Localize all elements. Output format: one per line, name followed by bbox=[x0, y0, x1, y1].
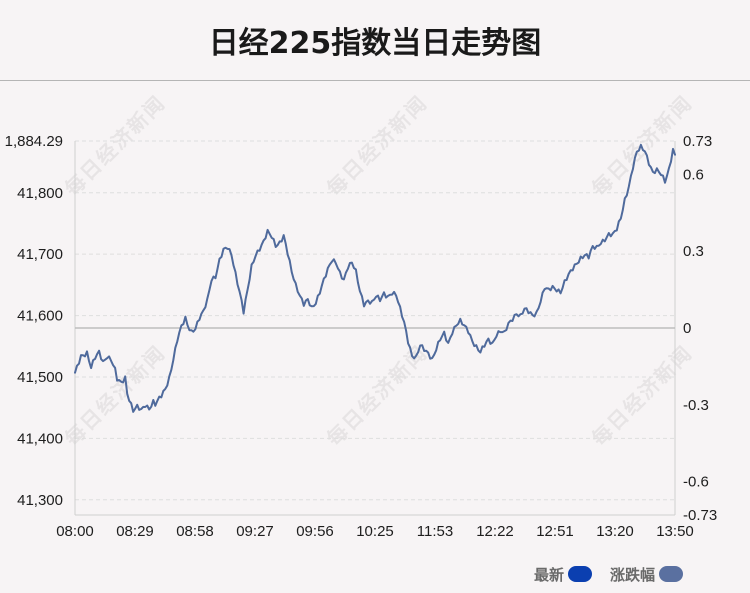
y-right-tick-label: 0 bbox=[683, 320, 691, 337]
y-left-tick-label: 41,700 bbox=[17, 246, 63, 263]
x-tick-label: 08:58 bbox=[176, 523, 214, 540]
x-tick-label: 09:56 bbox=[296, 523, 334, 540]
y-right-tick-label: 0.3 bbox=[683, 243, 704, 260]
y-left-tick-label: 41,600 bbox=[17, 308, 63, 325]
x-tick-label: 11:53 bbox=[417, 523, 453, 540]
x-tick-label: 12:51 bbox=[536, 523, 574, 540]
legend-label-latest: 最新 bbox=[534, 565, 565, 584]
legend-swatch-change bbox=[659, 566, 684, 582]
y-right-tick-label: -0.73 bbox=[683, 507, 717, 524]
y-left-tick-label: 41,800 bbox=[17, 185, 63, 202]
x-tick-label: 09:27 bbox=[236, 523, 274, 540]
x-tick-label: 08:00 bbox=[56, 523, 94, 540]
chart-title: 日经225指数当日走势图 bbox=[208, 26, 542, 61]
title-divider bbox=[0, 80, 750, 81]
legend-label-change: 涨跌幅 bbox=[610, 565, 656, 584]
y-right-tick-label: -0.3 bbox=[683, 397, 709, 414]
x-tick-label: 08:29 bbox=[116, 523, 154, 540]
x-tick-label: 10:25 bbox=[356, 523, 394, 540]
y-right-tick-label: 0.6 bbox=[683, 166, 704, 183]
y-left-tick-label: 41,500 bbox=[17, 369, 63, 386]
legend-swatch-latest bbox=[568, 566, 593, 582]
x-tick-label: 12:22 bbox=[476, 523, 514, 540]
x-tick-label: 13:50 bbox=[656, 523, 694, 540]
x-tick-label: 13:20 bbox=[596, 523, 634, 540]
y-right-tick-label: 0.73 bbox=[683, 133, 712, 150]
legend-latest: 最新 bbox=[534, 563, 593, 585]
series-line-latest bbox=[74, 143, 676, 413]
y-left-tick-label: 1,884.29 bbox=[5, 133, 63, 150]
legend-change: 涨跌幅 bbox=[610, 563, 684, 585]
y-left-tick-label: 41,300 bbox=[17, 492, 63, 509]
y-left-tick-label: 41,400 bbox=[17, 430, 63, 447]
y-right-tick-label: -0.6 bbox=[683, 474, 709, 491]
